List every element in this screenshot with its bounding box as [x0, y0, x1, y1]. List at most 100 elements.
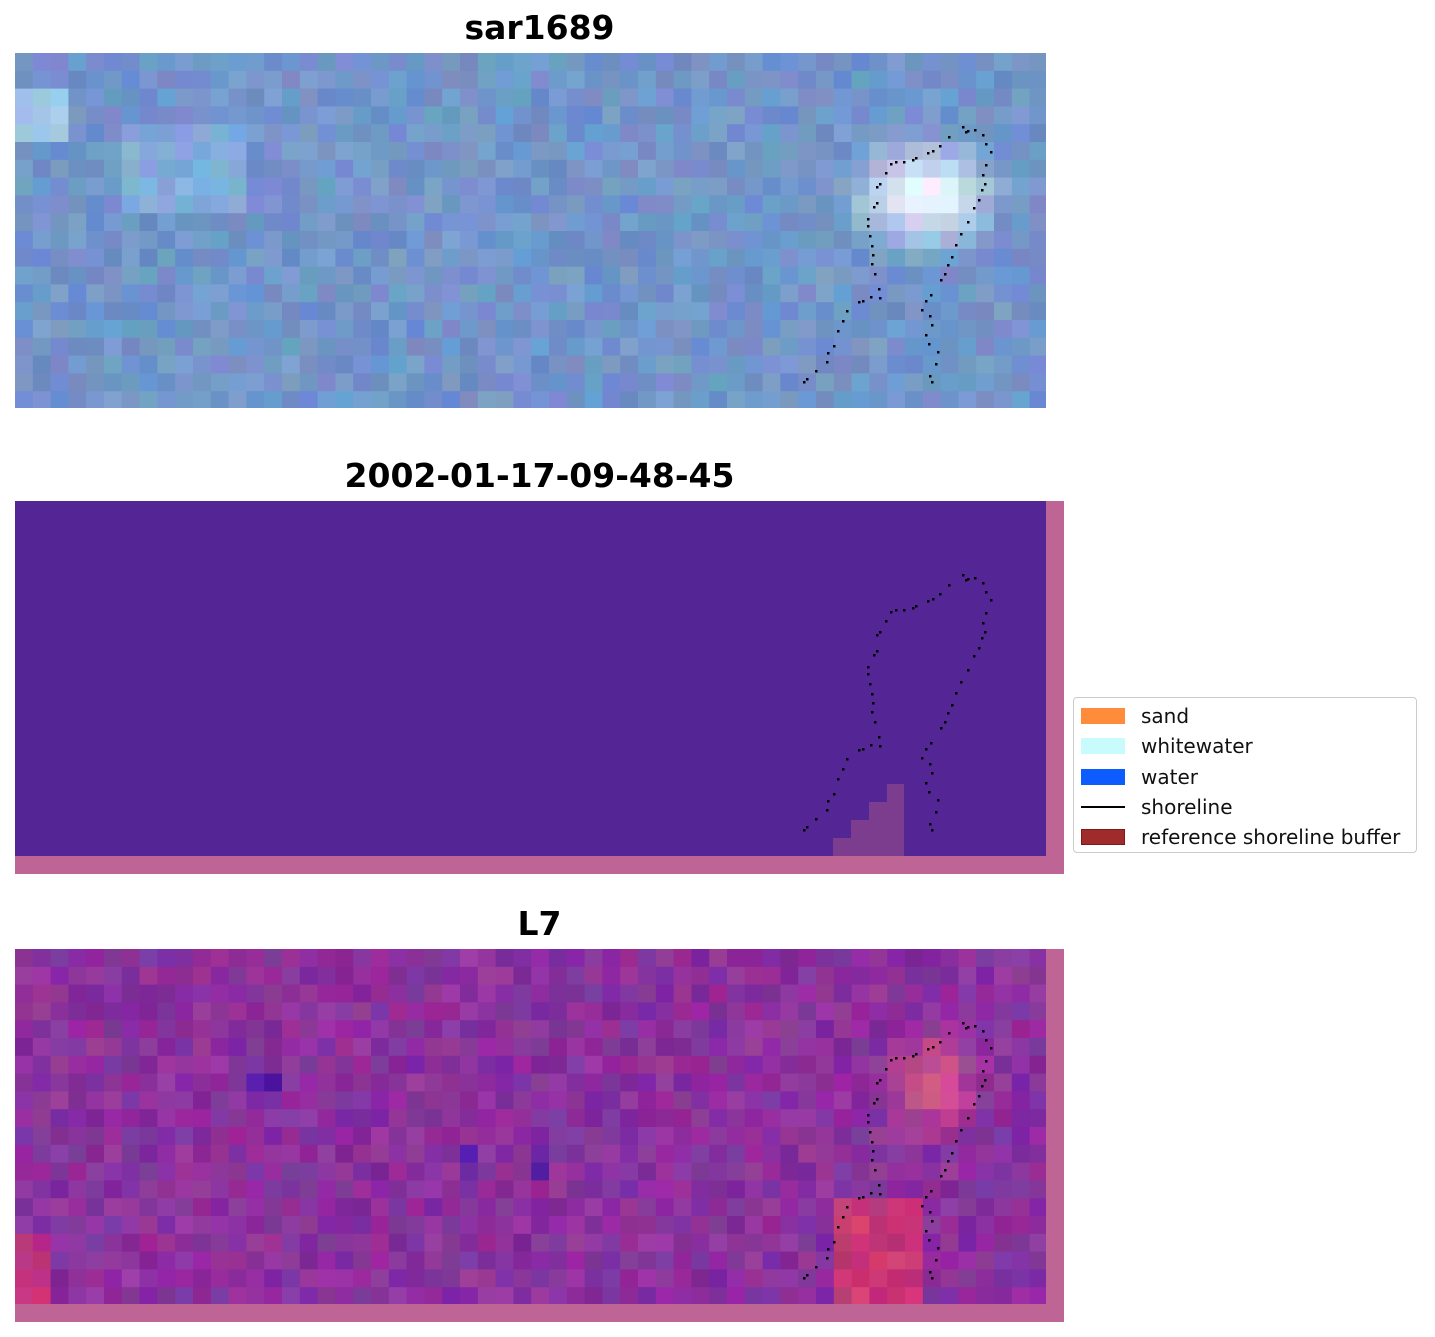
sar-pixel [816, 337, 835, 357]
sar-pixel [549, 373, 568, 392]
sar-pixel [228, 373, 247, 392]
sar-pixel [32, 266, 52, 285]
l7-pixel [638, 1216, 657, 1235]
l7-pixel [780, 1269, 799, 1288]
sar-pixel [780, 53, 799, 72]
sar-image-panel [15, 53, 1046, 408]
l7-pixel [851, 1002, 870, 1021]
sar-pixel [139, 302, 158, 321]
l7-pixel [727, 1091, 746, 1110]
l7-pixel [210, 1269, 230, 1288]
sar-pixel [388, 159, 408, 179]
sar-pixel [495, 124, 514, 143]
sar-pixel [887, 70, 906, 90]
sar-pixel [905, 53, 924, 72]
l7-pixel [922, 1198, 942, 1217]
l7-pixel [32, 1180, 52, 1199]
shoreline-point [815, 370, 818, 373]
l7-pixel [833, 966, 853, 986]
sar-pixel [744, 53, 764, 72]
sar-pixel [68, 70, 87, 90]
sar-pixel [228, 213, 247, 232]
l7-pixel [406, 1162, 425, 1181]
l7-pixel [549, 1073, 568, 1092]
l7-pixel [282, 1216, 301, 1235]
sar-pixel [317, 337, 336, 357]
sar-pixel [121, 284, 141, 303]
sar-pixel [655, 106, 675, 125]
sar-pixel [264, 373, 283, 392]
sar-pixel [780, 106, 799, 125]
l7-pixel [139, 1020, 158, 1039]
l7-pixel [673, 1180, 692, 1199]
shoreline-point [826, 1257, 829, 1260]
reference-buffer-right [1046, 949, 1064, 1322]
l7-pixel [940, 1144, 959, 1164]
sar-pixel [833, 355, 853, 374]
shoreline-point [990, 151, 993, 154]
sar-pixel [299, 248, 319, 268]
l7-pixel [264, 1233, 283, 1253]
l7-pixel [228, 1020, 247, 1039]
l7-pixel [566, 1233, 586, 1253]
sar-pixel [68, 248, 87, 268]
l7-pixel [282, 1127, 301, 1146]
l7-pixel [246, 984, 265, 1003]
l7-pixel [958, 1162, 977, 1181]
l7-pixel [406, 1038, 425, 1057]
l7-pixel [406, 1127, 425, 1146]
sar-pixel [246, 53, 265, 72]
sar-pixel [86, 124, 105, 143]
sar-pixel [477, 355, 497, 374]
sar-pixel [976, 106, 995, 125]
panel-title-1: sar1689 [464, 8, 615, 47]
l7-pixel [691, 1002, 710, 1021]
l7-pixel [86, 1198, 105, 1217]
l7-pixel [780, 1233, 799, 1253]
l7-pixel [371, 1020, 390, 1039]
l7-pixel [175, 1144, 194, 1164]
sar-pixel [282, 355, 301, 374]
sar-pixel [299, 284, 319, 303]
l7-pixel [121, 984, 141, 1003]
l7-pixel [816, 949, 835, 968]
sar-pixel [869, 142, 888, 161]
sar-pixel [50, 177, 69, 196]
l7-pixel [958, 1198, 977, 1217]
l7-pixel [104, 1162, 123, 1181]
sar-pixel [709, 266, 728, 285]
sar-pixel [673, 70, 692, 90]
sar-pixel [727, 284, 746, 303]
sar-pixel [460, 159, 479, 179]
l7-pixel [228, 1091, 247, 1110]
l7-pixel [104, 1198, 123, 1217]
sar-pixel [994, 195, 1013, 214]
sar-pixel [424, 248, 443, 268]
sar-pixel [157, 70, 176, 90]
l7-pixel [388, 1038, 408, 1057]
sar-pixel [210, 159, 230, 179]
shoreline-point [867, 666, 870, 669]
sar-pixel [994, 88, 1013, 107]
shoreline-point [967, 578, 970, 581]
l7-pixel [727, 1144, 746, 1164]
shoreline-point [871, 245, 874, 248]
l7-pixel [922, 1180, 942, 1199]
l7-pixel [531, 1180, 550, 1199]
shoreline-point [876, 1082, 879, 1085]
l7-pixel [1011, 1180, 1031, 1199]
sar-pixel [371, 177, 390, 196]
sar-pixel [513, 213, 532, 232]
sar-pixel [228, 70, 247, 90]
shoreline-point [944, 1169, 947, 1172]
sar-pixel [851, 88, 870, 107]
sar-pixel [264, 53, 283, 72]
l7-pixel [193, 1091, 212, 1110]
l7-pixel [175, 984, 194, 1003]
l7-pixel [762, 1127, 781, 1146]
sar-pixel [798, 302, 817, 321]
sar-pixel [68, 284, 87, 303]
sar-pixel [655, 373, 675, 392]
l7-pixel [406, 1269, 425, 1288]
sar-pixel [673, 195, 692, 214]
